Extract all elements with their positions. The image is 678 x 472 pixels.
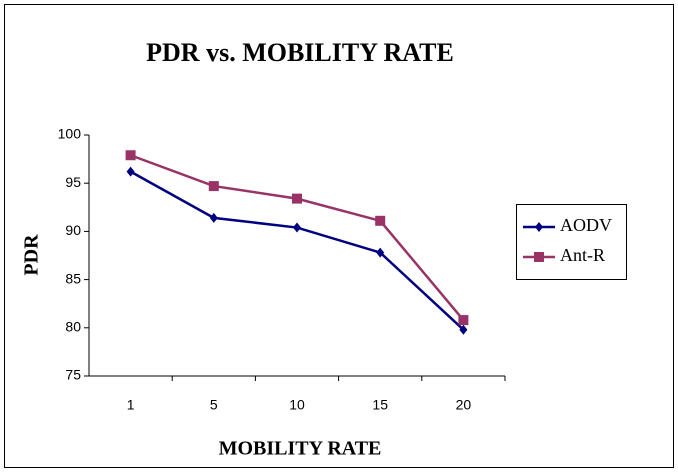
marker <box>458 315 469 326</box>
x-tick-label: 10 <box>289 397 305 413</box>
legend-box <box>516 204 627 280</box>
marker <box>293 222 301 233</box>
x-tick-label: 1 <box>127 397 135 413</box>
legend-label: Ant-R <box>560 245 605 265</box>
chart-title: PDR vs. MOBILITY RATE <box>146 38 454 67</box>
x-axis-label: MOBILITY RATE <box>219 438 382 460</box>
y-tick-label: 80 <box>65 319 81 335</box>
marker <box>292 193 302 204</box>
y-axis-label: PDR <box>21 234 43 276</box>
y-tick-label: 90 <box>65 222 81 238</box>
x-tick-label: 15 <box>372 397 388 413</box>
marker <box>125 150 136 161</box>
marker <box>459 324 468 335</box>
y-tick-label: 75 <box>65 367 81 383</box>
marker <box>126 166 135 177</box>
marker <box>535 222 543 232</box>
marker <box>376 247 385 258</box>
y-tick-label: 85 <box>65 270 81 286</box>
legend-label: AODV <box>560 215 612 235</box>
y-tick-label: 100 <box>58 126 82 142</box>
y-tick-label: 95 <box>65 174 81 190</box>
marker <box>208 181 219 192</box>
marker <box>534 252 544 262</box>
x-tick-label: 5 <box>210 397 218 413</box>
x-tick-label: 20 <box>456 397 472 413</box>
marker <box>209 212 218 223</box>
marker <box>375 215 386 226</box>
